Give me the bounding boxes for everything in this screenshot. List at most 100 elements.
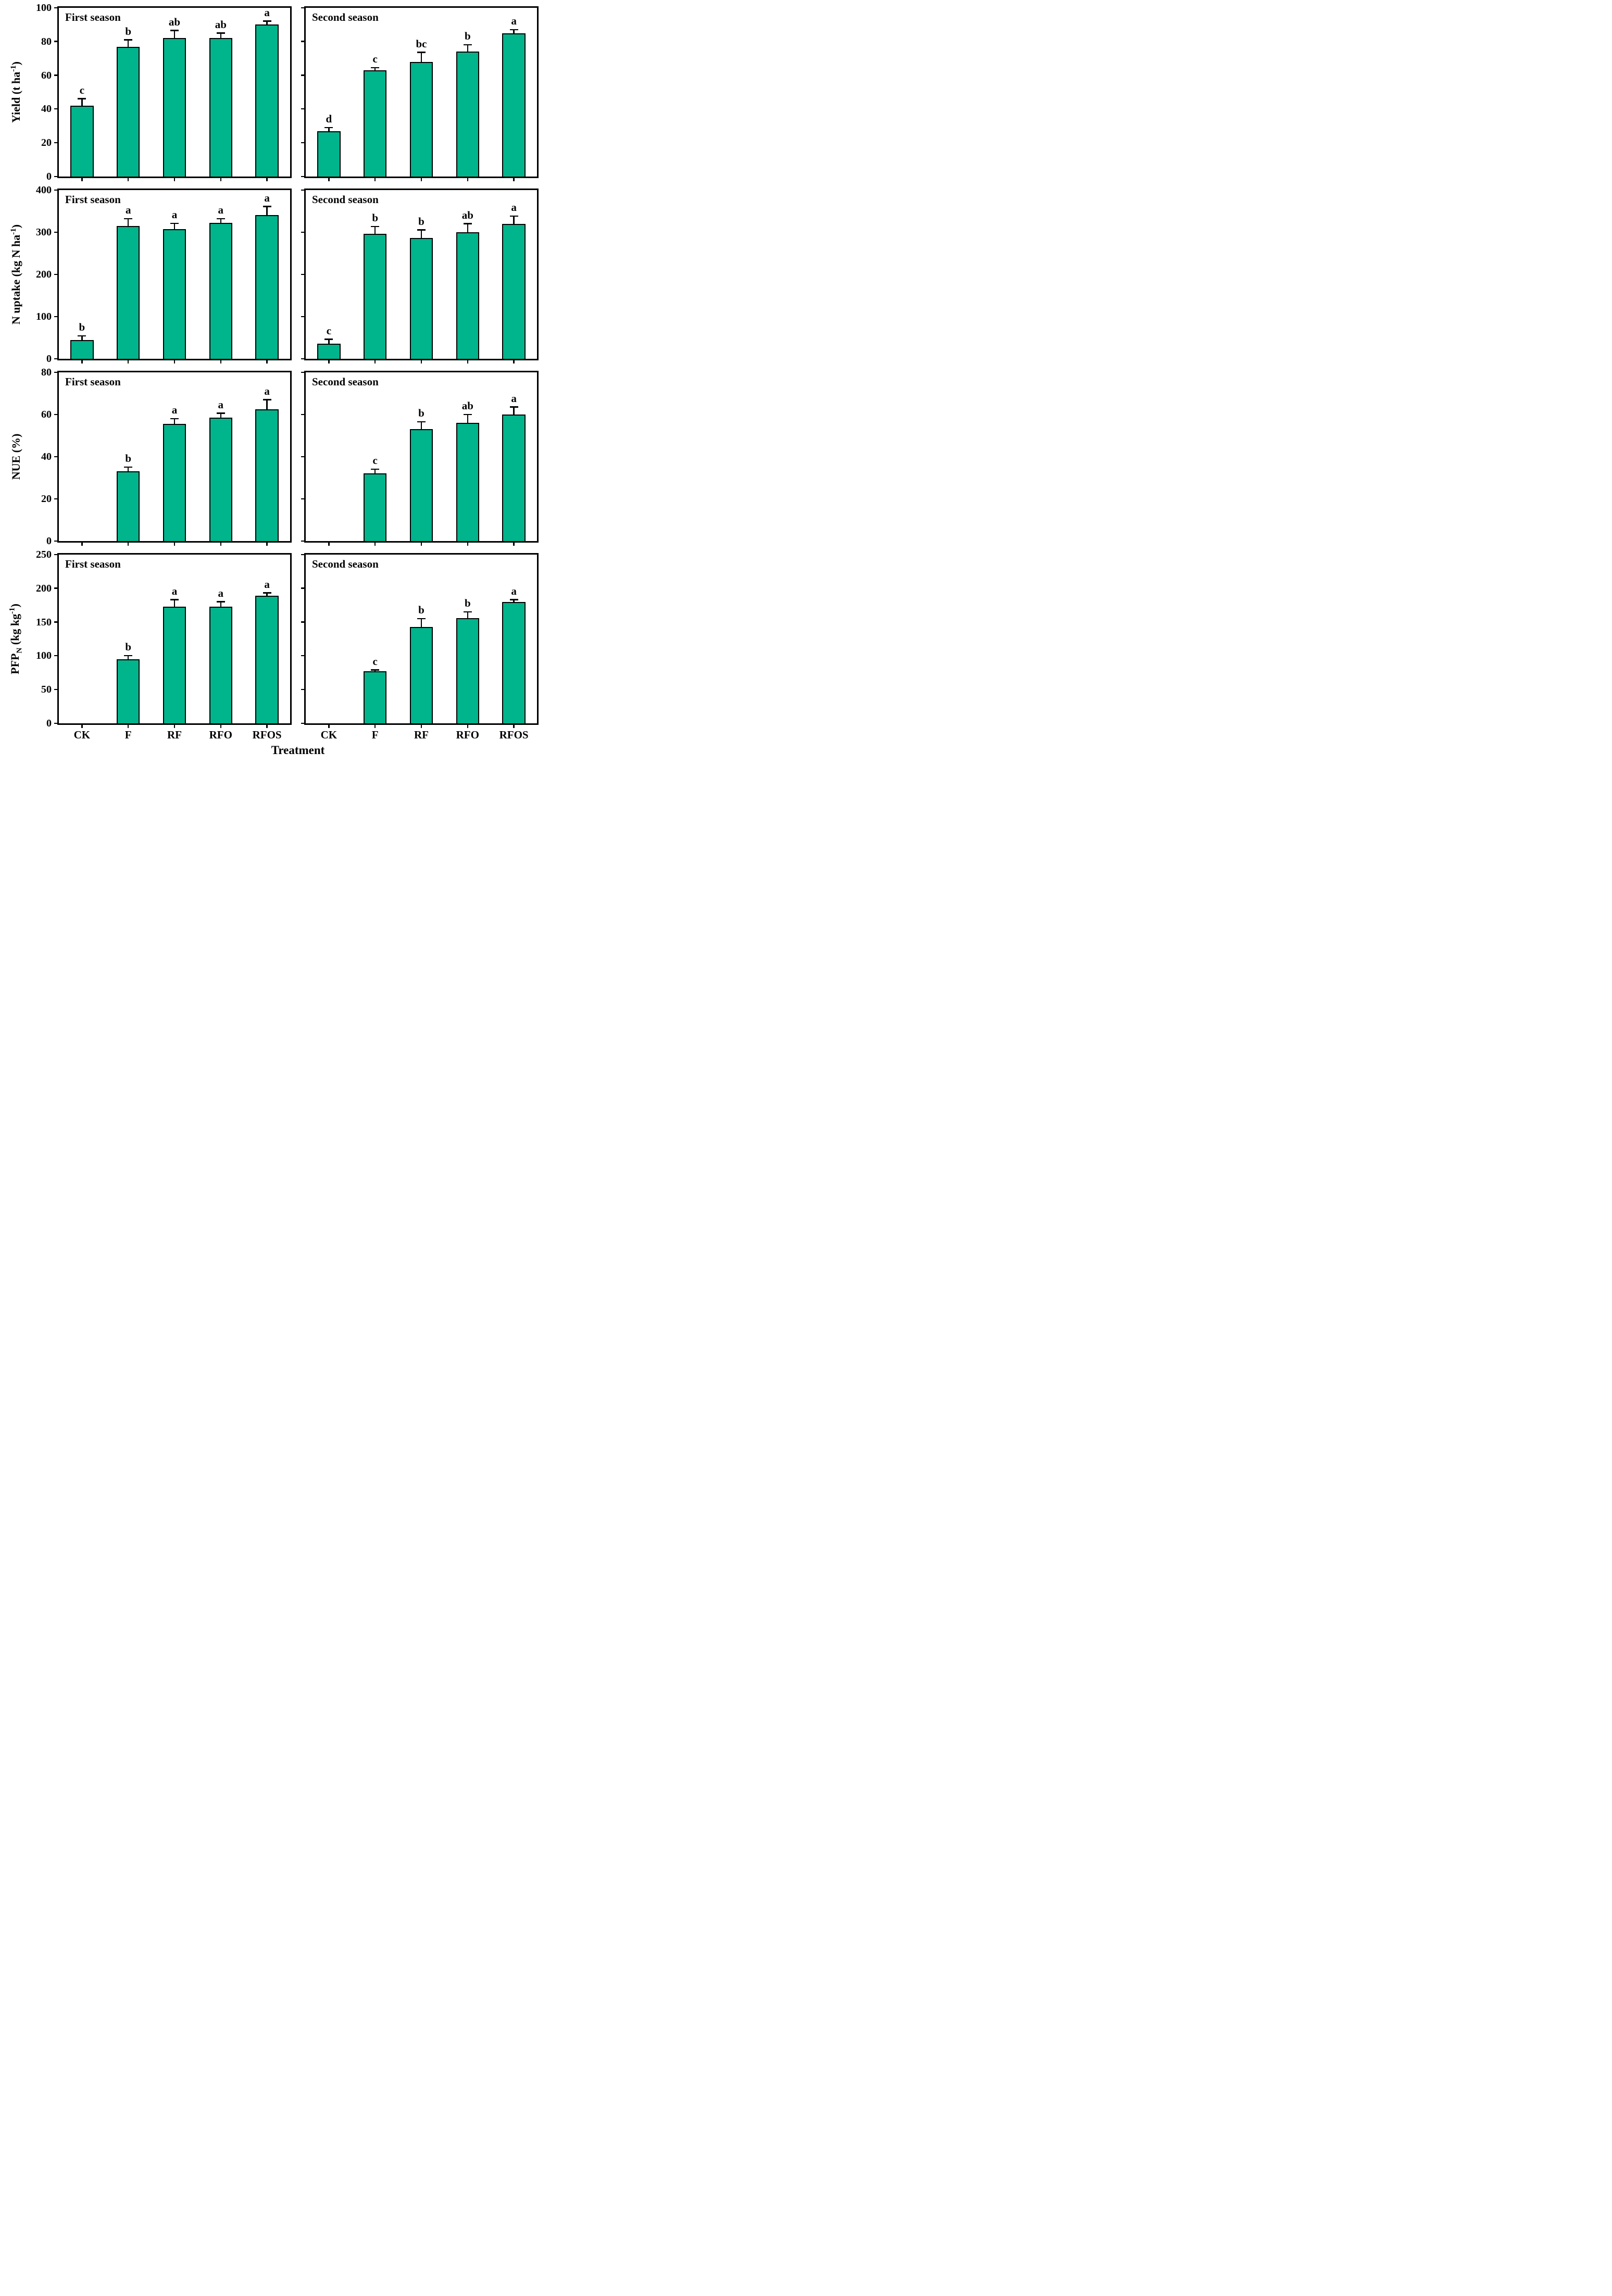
- y-tick: [54, 621, 59, 623]
- y-tick: [54, 358, 59, 359]
- y-tick: [301, 273, 306, 275]
- bar-rfo: [209, 606, 232, 723]
- significance-letter: a: [125, 204, 131, 217]
- y-tick: [54, 371, 59, 373]
- error-bar: [127, 467, 129, 472]
- y-tick: [54, 108, 59, 110]
- y-tick: [301, 316, 306, 317]
- significance-letter: b: [125, 24, 132, 37]
- error-bar-cap: [417, 52, 426, 53]
- significance-letter: b: [464, 30, 471, 43]
- y-tick: [301, 413, 306, 415]
- y-axis-title-text: ): [8, 604, 21, 608]
- x-tick-label: RF: [414, 729, 429, 741]
- error-bar: [173, 599, 176, 607]
- panel-nue-first-season: NUE (%) First season 0 20 40 60 80 b a a a: [9, 367, 292, 546]
- y-tick-label: 250: [36, 549, 52, 560]
- error-bar-cap: [216, 218, 225, 220]
- x-tick: [266, 359, 268, 363]
- x-tick: [374, 723, 376, 728]
- y-tick: [54, 456, 59, 457]
- x-tick: [328, 723, 330, 728]
- x-tick: [374, 177, 376, 181]
- y-tick-label: 0: [46, 171, 52, 182]
- y-tick: [301, 74, 306, 76]
- error-bar: [220, 219, 222, 223]
- error-bar-cap: [463, 223, 472, 224]
- y-tick: [301, 498, 306, 499]
- x-tick: [513, 723, 515, 728]
- x-tick: [266, 723, 268, 728]
- y-tick: [54, 554, 59, 555]
- error-bar-cap: [216, 412, 225, 414]
- y-tick: [54, 273, 59, 275]
- error-bar-cap: [263, 592, 271, 594]
- season-label: Second season: [312, 193, 379, 206]
- bar-rf: [409, 238, 433, 359]
- error-bar-cap: [263, 399, 271, 400]
- season-label: First season: [65, 11, 121, 23]
- y-tick: [54, 413, 59, 415]
- error-bar: [220, 33, 222, 39]
- significance-letter: a: [171, 208, 178, 221]
- season-label: Second season: [312, 558, 379, 570]
- error-bar-cap: [170, 30, 179, 31]
- x-tick: [127, 359, 129, 363]
- significance-letter: a: [218, 204, 224, 217]
- x-axis-title: Treatment: [271, 744, 325, 757]
- bar-rfos: [502, 415, 526, 541]
- y-tick-label: 60: [41, 69, 52, 81]
- error-bar-cap: [78, 335, 86, 337]
- bar-rfo: [209, 38, 232, 177]
- y-axis-title-text: NUE (%): [9, 433, 22, 480]
- bar-ck: [70, 105, 94, 177]
- error-bar-cap: [124, 39, 133, 41]
- x-tick-label: RFOS: [499, 729, 529, 741]
- x-tick: [467, 177, 469, 181]
- y-tick: [301, 587, 306, 589]
- error-bar: [513, 30, 515, 33]
- error-bar-cap: [124, 655, 133, 657]
- x-tick: [420, 177, 422, 181]
- error-bar: [467, 223, 469, 232]
- significance-letter: a: [171, 584, 178, 597]
- y-tick: [54, 175, 59, 177]
- significance-letter: a: [218, 398, 224, 411]
- chart-row-nue: NUE (%) First season 0 20 40 60 80 b a a a Second s…: [9, 367, 540, 546]
- error-bar-cap: [509, 215, 518, 217]
- panel-yield-first-season: Yield (t ha-1) First season 0 20 40 60 80 100 c b…: [9, 3, 292, 182]
- y-tick: [54, 587, 59, 589]
- significance-letter: ab: [215, 18, 227, 31]
- significance-letter: b: [418, 407, 424, 420]
- y-axis-title-text: (kg kg: [8, 613, 21, 648]
- y-tick-label: 50: [41, 684, 52, 696]
- y-tick: [54, 688, 59, 691]
- y-tick: [54, 722, 59, 724]
- bar-rf: [163, 424, 186, 541]
- x-tick-label: F: [124, 729, 132, 741]
- significance-letter: b: [464, 597, 471, 610]
- y-tick-label: 0: [46, 535, 52, 547]
- x-tick: [513, 177, 515, 181]
- x-tick-label: CK: [320, 729, 338, 741]
- bar-ck: [70, 340, 94, 359]
- y-tick: [301, 554, 306, 555]
- y-tick: [301, 456, 306, 457]
- y-axis-title-text: ): [9, 61, 23, 66]
- bar-f: [364, 70, 387, 177]
- significance-letter: a: [511, 584, 517, 597]
- season-label: First season: [65, 558, 121, 570]
- y-tick: [301, 189, 306, 191]
- bar-rf: [163, 606, 186, 723]
- error-bar-cap: [324, 338, 333, 340]
- y-tick-label: 200: [36, 582, 52, 594]
- bar-rf: [163, 229, 186, 359]
- significance-letter: c: [326, 324, 332, 337]
- x-tick-label: RF: [167, 729, 182, 741]
- panel-nue-second-season: Second season c b ab a: [301, 371, 539, 546]
- x-tick: [81, 723, 83, 728]
- bar-rfo: [456, 618, 479, 723]
- y-tick: [54, 540, 59, 542]
- bar-rfos: [502, 601, 526, 723]
- error-bar: [420, 52, 422, 62]
